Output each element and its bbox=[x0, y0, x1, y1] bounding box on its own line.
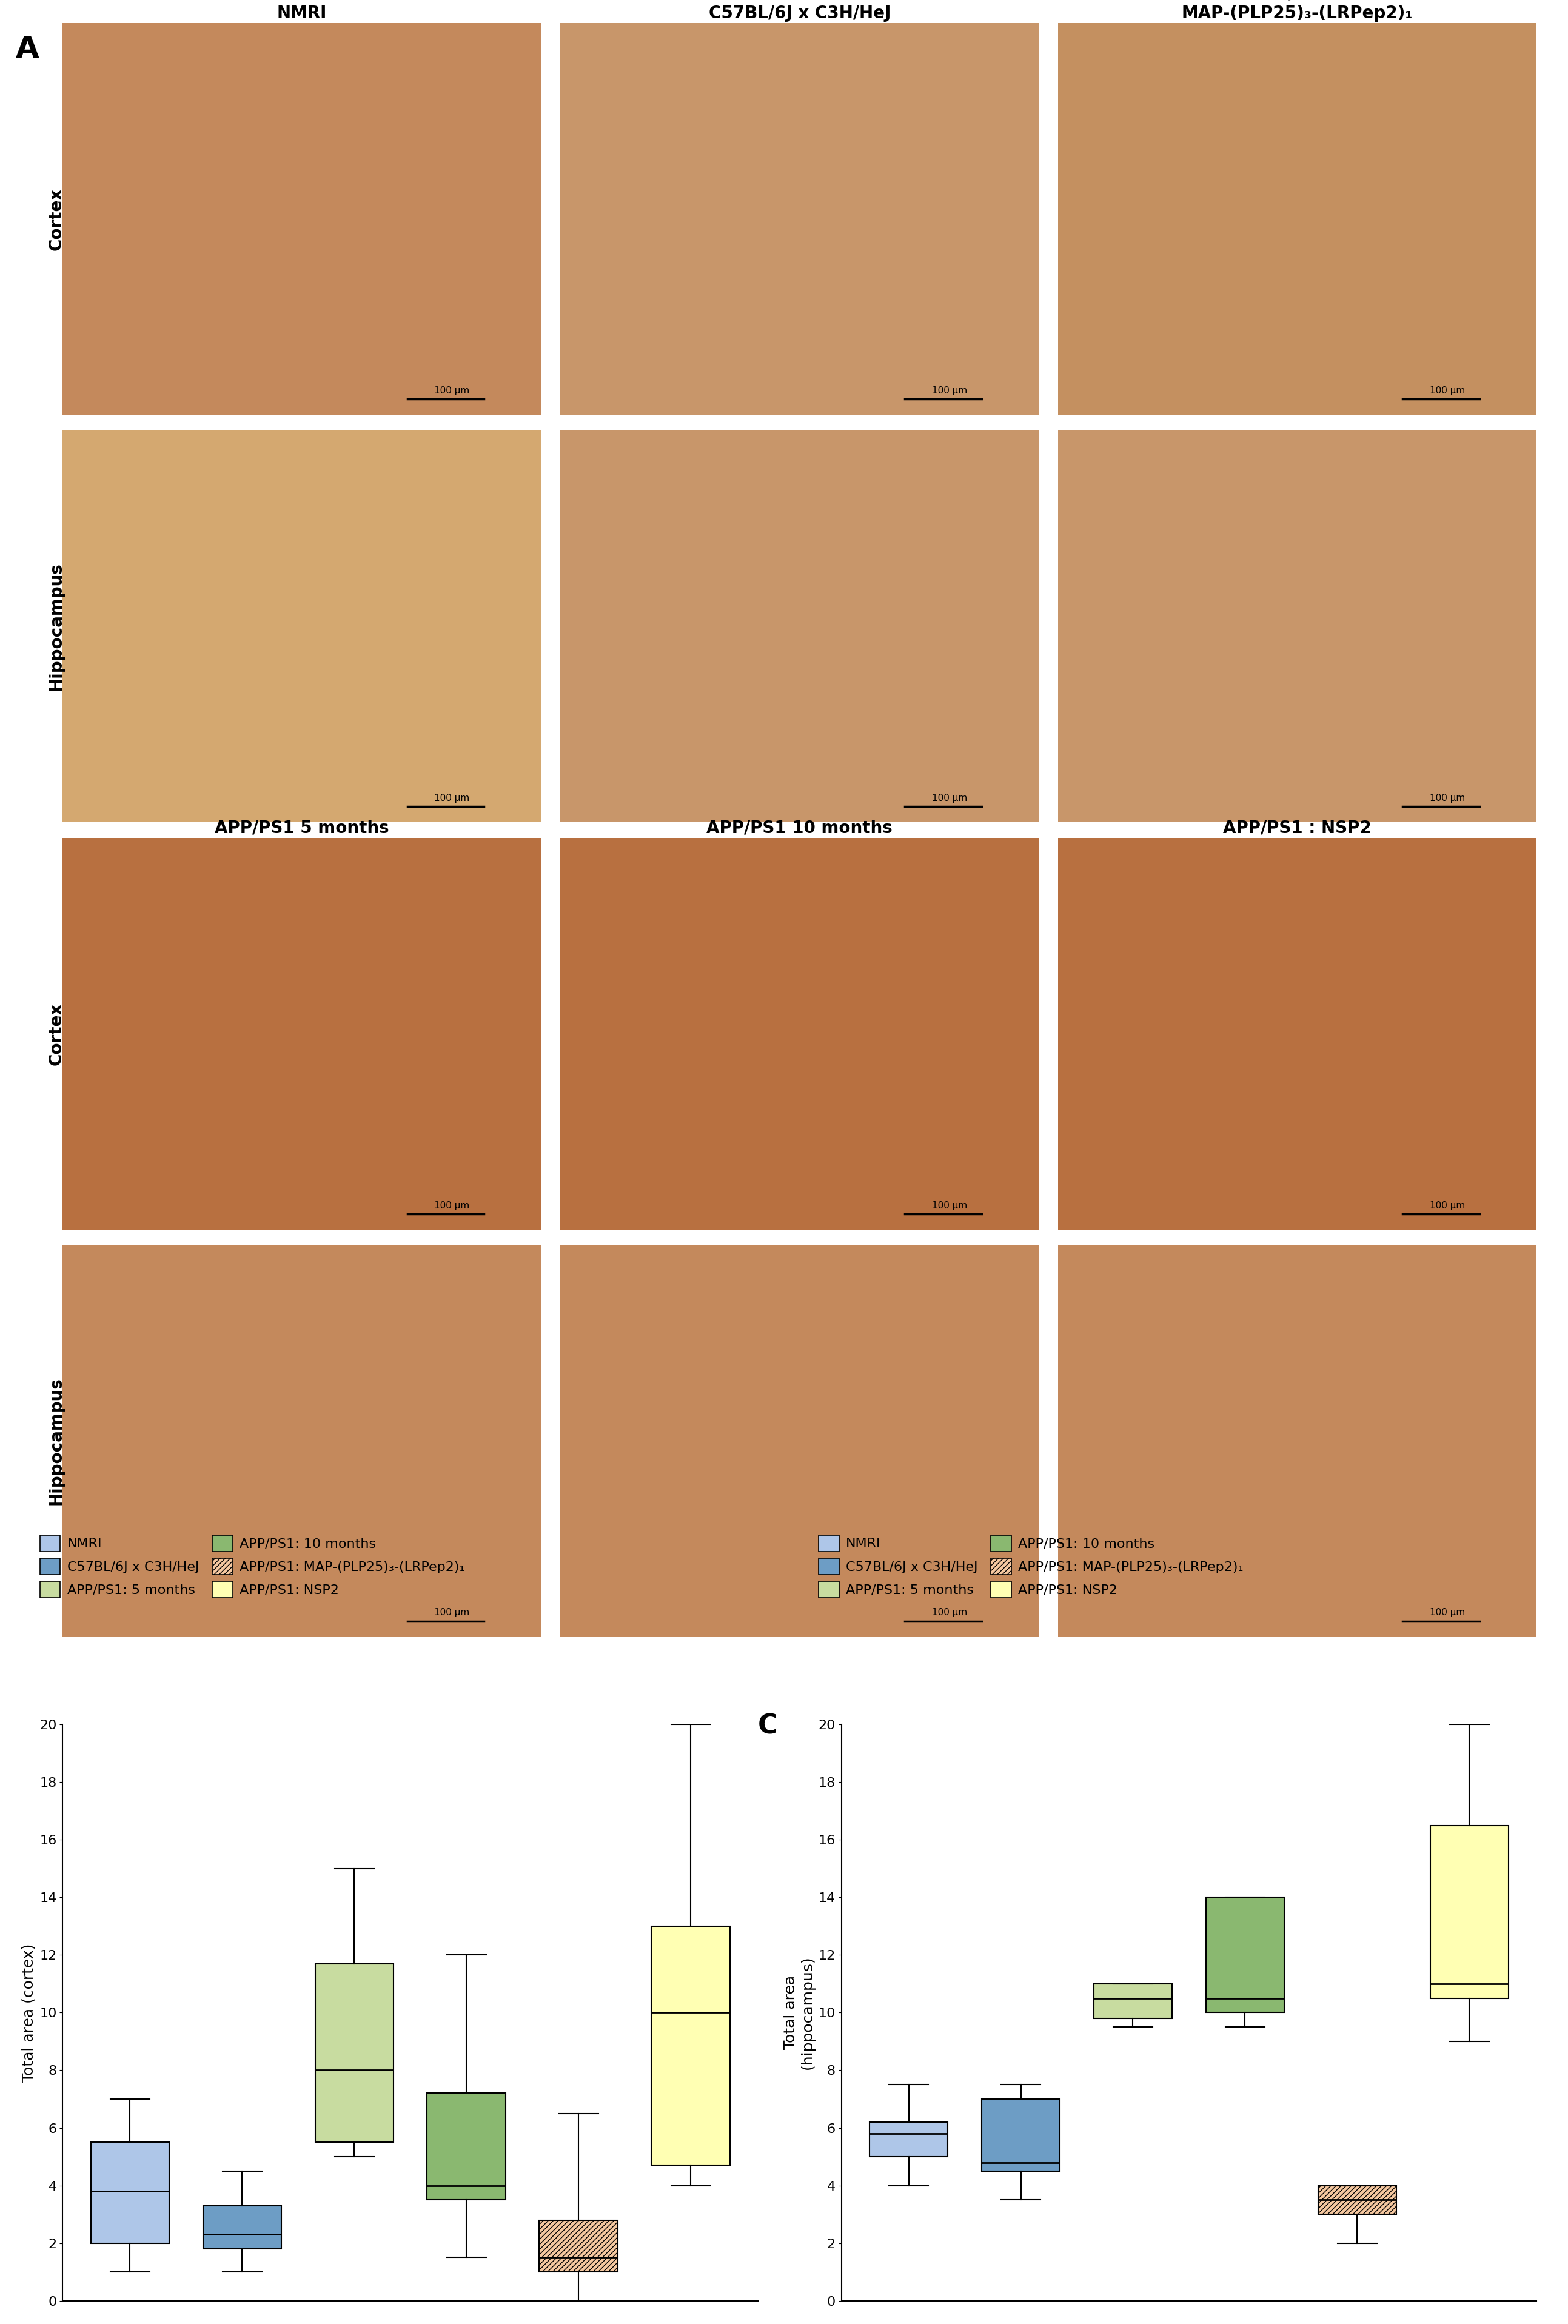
Title: APP/PS1 : NSP2: APP/PS1 : NSP2 bbox=[1223, 820, 1372, 837]
PathPatch shape bbox=[202, 2205, 281, 2250]
Text: 100 μm: 100 μm bbox=[1430, 792, 1465, 802]
PathPatch shape bbox=[869, 2122, 949, 2157]
PathPatch shape bbox=[91, 2143, 169, 2243]
Title: APP/PS1 5 months: APP/PS1 5 months bbox=[215, 820, 389, 837]
Text: 100 μm: 100 μm bbox=[1430, 386, 1465, 395]
Text: 100 μm: 100 μm bbox=[434, 1202, 469, 1211]
Title: C57BL/6J x C3H/HeJ: C57BL/6J x C3H/HeJ bbox=[709, 5, 891, 21]
PathPatch shape bbox=[539, 2219, 618, 2273]
Title: APP/PS1 10 months: APP/PS1 10 months bbox=[707, 820, 892, 837]
Text: A: A bbox=[16, 35, 39, 65]
PathPatch shape bbox=[1094, 1985, 1173, 2017]
Legend: NMRI, C57BL/6J x C3H/HeJ, APP/PS1: 5 months, APP/PS1: 10 months, APP/PS1: MAP-(P: NMRI, C57BL/6J x C3H/HeJ, APP/PS1: 5 mon… bbox=[814, 1529, 1248, 1604]
PathPatch shape bbox=[1430, 1824, 1508, 1999]
Text: 100 μm: 100 μm bbox=[434, 792, 469, 802]
Text: 100 μm: 100 μm bbox=[931, 1608, 967, 1618]
Legend: NMRI, C57BL/6J x C3H/HeJ, APP/PS1: 5 months, APP/PS1: 10 months, APP/PS1: MAP-(P: NMRI, C57BL/6J x C3H/HeJ, APP/PS1: 5 mon… bbox=[34, 1529, 470, 1604]
Text: 100 μm: 100 μm bbox=[1430, 1202, 1465, 1211]
Y-axis label: Total area (cortex): Total area (cortex) bbox=[22, 1943, 36, 2082]
Text: 100 μm: 100 μm bbox=[434, 386, 469, 395]
Y-axis label: Total area
(hippocampus): Total area (hippocampus) bbox=[784, 1957, 815, 2068]
PathPatch shape bbox=[982, 2099, 1060, 2171]
PathPatch shape bbox=[426, 2094, 505, 2201]
Text: 100 μm: 100 μm bbox=[434, 1608, 469, 1618]
Text: 100 μm: 100 μm bbox=[931, 1202, 967, 1211]
Y-axis label: Hippocampus: Hippocampus bbox=[47, 562, 64, 690]
Text: C: C bbox=[757, 1713, 778, 1738]
Y-axis label: Hippocampus: Hippocampus bbox=[47, 1376, 64, 1506]
Title: NMRI: NMRI bbox=[278, 5, 328, 21]
Text: 100 μm: 100 μm bbox=[931, 792, 967, 802]
PathPatch shape bbox=[315, 1964, 394, 2143]
Title: APP/PS1 :
MAP-(PLP25)₃-(LRPep2)₁: APP/PS1 : MAP-(PLP25)₃-(LRPep2)₁ bbox=[1182, 0, 1413, 21]
Y-axis label: Cortex: Cortex bbox=[47, 188, 64, 251]
Text: 100 μm: 100 μm bbox=[1430, 1608, 1465, 1618]
PathPatch shape bbox=[1319, 2185, 1397, 2215]
PathPatch shape bbox=[1206, 1896, 1284, 2013]
PathPatch shape bbox=[651, 1927, 731, 2166]
Text: 100 μm: 100 μm bbox=[931, 386, 967, 395]
Y-axis label: Cortex: Cortex bbox=[47, 1002, 64, 1064]
